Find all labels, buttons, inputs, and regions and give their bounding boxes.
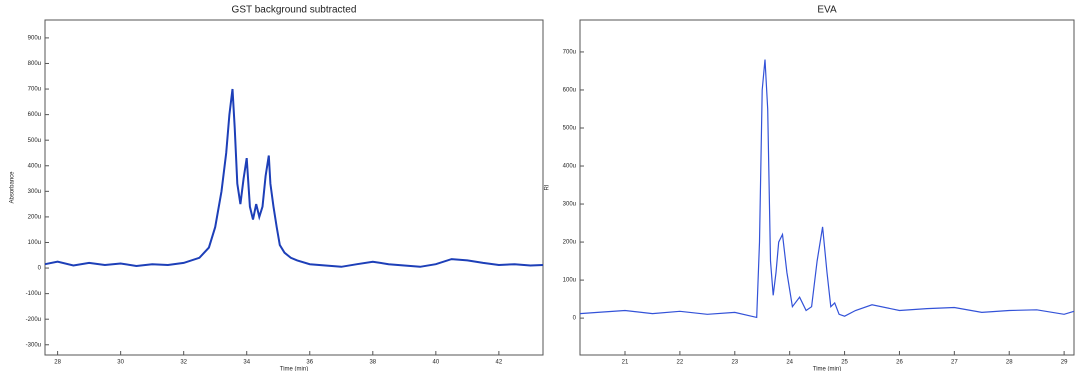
- y-tick-label: 600u: [563, 88, 576, 94]
- x-tick-label: 34: [243, 360, 250, 366]
- x-axis-label: Time (min): [813, 367, 841, 371]
- y-tick-label: 400u: [563, 164, 576, 170]
- x-tick-label: 27: [951, 360, 958, 366]
- y-tick-label: -300u: [26, 342, 41, 348]
- x-tick-label: 29: [1061, 360, 1068, 366]
- plot-frame: [44, 19, 544, 356]
- y-tick-label: 300u: [563, 202, 576, 208]
- y-tick-label: 500u: [563, 126, 576, 132]
- data-line: [44, 88, 544, 268]
- y-tick-label: 700u: [563, 50, 576, 56]
- y-tick-label: 200u: [28, 214, 41, 220]
- x-tick-label: 36: [306, 360, 313, 366]
- x-tick-label: 32: [180, 360, 187, 366]
- y-axis-label: RI: [545, 184, 551, 190]
- y-tick-label: 100u: [28, 240, 41, 246]
- y-tick-label: 400u: [28, 163, 41, 169]
- x-tick-label: 40: [432, 360, 439, 366]
- y-tick-label: 100u: [563, 278, 576, 284]
- x-tick-label: 28: [1006, 360, 1013, 366]
- x-tick-label: 24: [786, 360, 793, 366]
- x-tick-label: 26: [896, 360, 903, 366]
- y-tick-label: 700u: [28, 87, 41, 93]
- plot-frame: [579, 19, 1075, 356]
- y-tick-label: 200u: [563, 240, 576, 246]
- y-tick-label: 600u: [28, 112, 41, 118]
- x-axis-label: Time (min): [280, 367, 308, 371]
- chart-title: GST background subtracted: [232, 5, 357, 16]
- x-tick-label: 28: [54, 360, 61, 366]
- y-tick-label: 500u: [28, 138, 41, 144]
- chart-title: EVA: [817, 5, 837, 16]
- y-tick-label: -100u: [26, 291, 41, 297]
- y-tick-label: 0: [573, 316, 577, 322]
- x-tick-label: 25: [841, 360, 848, 366]
- x-tick-label: 42: [496, 360, 503, 366]
- x-tick-label: 38: [369, 360, 376, 366]
- x-tick-label: 22: [677, 360, 684, 366]
- y-tick-label: 0: [38, 266, 42, 272]
- y-tick-label: -200u: [26, 317, 41, 323]
- x-tick-label: 30: [117, 360, 124, 366]
- y-tick-label: 800u: [28, 61, 41, 67]
- x-tick-label: 21: [622, 360, 629, 366]
- data-line: [579, 59, 1075, 319]
- y-axis-label: Absorbance: [10, 171, 16, 204]
- x-tick-label: 23: [731, 360, 738, 366]
- y-tick-label: 300u: [28, 189, 41, 195]
- y-tick-label: 900u: [28, 35, 41, 41]
